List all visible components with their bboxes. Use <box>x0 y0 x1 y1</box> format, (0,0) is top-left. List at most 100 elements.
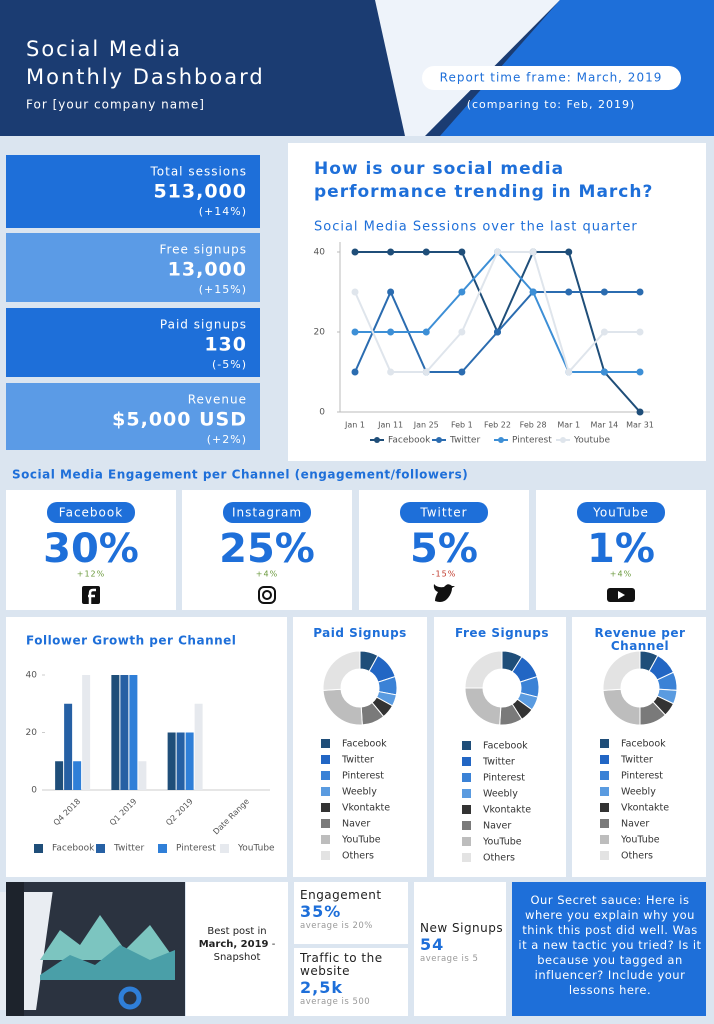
bar <box>185 732 194 790</box>
legend-label: Others <box>621 851 653 862</box>
data-point <box>636 288 644 296</box>
metric-label: Traffic to the website <box>300 952 383 978</box>
panel <box>186 882 288 1016</box>
kpi-label: Free signups <box>159 243 247 257</box>
text-box: Paid Signups <box>305 627 415 657</box>
legend-swatch <box>600 819 609 828</box>
legend-label: Pinterest <box>512 436 552 446</box>
channel-pill <box>47 502 135 523</box>
legend-swatch <box>321 755 330 764</box>
pie-slice <box>322 650 361 691</box>
legend-swatch <box>462 837 471 846</box>
data-point <box>458 328 466 336</box>
pie-slice <box>602 650 641 691</box>
x-tick-label: Feb 28 <box>520 421 547 430</box>
legend-swatch <box>321 771 330 780</box>
legend-swatch <box>462 805 471 814</box>
legend-label: Twitter <box>620 755 653 766</box>
data-point <box>458 248 466 256</box>
kpi-change: (+15%) <box>199 283 247 296</box>
panel <box>414 882 506 1016</box>
snapshot-sidebar <box>6 882 24 1016</box>
y-tick-label: 40 <box>26 671 38 681</box>
panel <box>6 617 287 877</box>
data-point <box>351 328 359 336</box>
legend-label: Weebly <box>621 787 656 798</box>
icon <box>88 588 96 605</box>
legend-swatch <box>462 741 471 750</box>
legend-swatch <box>321 803 330 812</box>
channel-name: Twitter <box>419 506 467 520</box>
kpi-box <box>6 155 260 228</box>
text-box: Best post in March, 2019 - Snapshot <box>188 925 286 985</box>
kpi-change: (-5%) <box>212 358 247 371</box>
metric-note: average is 20% <box>300 921 373 931</box>
secret-sauce: Our Secret sauce: Here is where you expl… <box>518 893 702 997</box>
channel-change: +4% <box>610 570 632 579</box>
y-tick-label: 0 <box>31 786 37 796</box>
data-point <box>600 328 608 336</box>
kpi-value: 13,000 <box>168 259 247 281</box>
metric-label: New Signups <box>420 922 504 935</box>
legend-swatch <box>462 821 471 830</box>
legend-label: Naver <box>483 821 511 832</box>
metric-value: 35% <box>300 902 342 921</box>
legend-swatch <box>600 835 609 844</box>
legend-swatch <box>600 787 609 796</box>
legend-swatch <box>462 853 471 862</box>
legend-label: Others <box>483 853 515 864</box>
legend-swatch <box>600 771 609 780</box>
chart-title: Social Media Sessions over the last quar… <box>314 220 638 235</box>
channel-pill <box>577 502 665 523</box>
best-post-text: Best post in <box>207 926 267 937</box>
text-box: Paid Signups <box>305 627 415 657</box>
data-point <box>529 248 537 256</box>
kpi-box <box>6 383 260 450</box>
legend-label: Twitter <box>341 755 374 766</box>
data-point <box>351 248 359 256</box>
channel-value: 1% <box>587 526 655 572</box>
data-point <box>600 368 608 376</box>
kpi-value: 513,000 <box>153 181 247 203</box>
data-point <box>494 328 501 336</box>
channel-pill <box>400 502 488 523</box>
metric-note: average is 500 <box>300 997 371 1007</box>
text-box: Our Secret sauce: Here is where you expl… <box>518 893 702 997</box>
post-snapshot <box>0 882 185 1016</box>
legend-label: Twitter <box>482 757 515 768</box>
data-point <box>565 248 573 256</box>
kpi-label: Total sessions <box>149 165 247 179</box>
legend-swatch <box>321 835 330 844</box>
data-point <box>387 248 395 256</box>
report-pill <box>422 66 681 90</box>
data-point <box>636 328 644 336</box>
kpi-change: (+14%) <box>199 205 247 218</box>
icon <box>262 590 272 600</box>
kpi-label: Revenue <box>188 393 247 407</box>
legend-swatch <box>220 844 229 853</box>
legend-label: Pinterest <box>342 771 384 782</box>
kpi-box <box>6 308 260 377</box>
legend-swatch <box>462 757 471 766</box>
data-point <box>351 288 359 296</box>
channel-pill <box>223 502 311 523</box>
x-tick-label: Mar 14 <box>590 421 618 430</box>
text-box: Best post in March, 2019 - Snapshot <box>188 925 286 985</box>
subtitle: For [your company name] <box>26 98 205 112</box>
legend-label: Twitter <box>113 844 144 854</box>
bar <box>194 703 203 790</box>
data-point <box>422 368 430 376</box>
metric-note: average is 5 <box>420 954 479 964</box>
legend-label: Pinterest <box>621 771 663 782</box>
data-point <box>387 288 395 296</box>
metric-label: Engagement <box>300 889 382 902</box>
data-point <box>494 248 501 256</box>
panel-heading: How is our social media performance tren… <box>314 159 654 202</box>
panel <box>294 948 408 1016</box>
legend-label: YouTube <box>620 835 660 846</box>
kpi-change: (+2%) <box>207 433 247 446</box>
